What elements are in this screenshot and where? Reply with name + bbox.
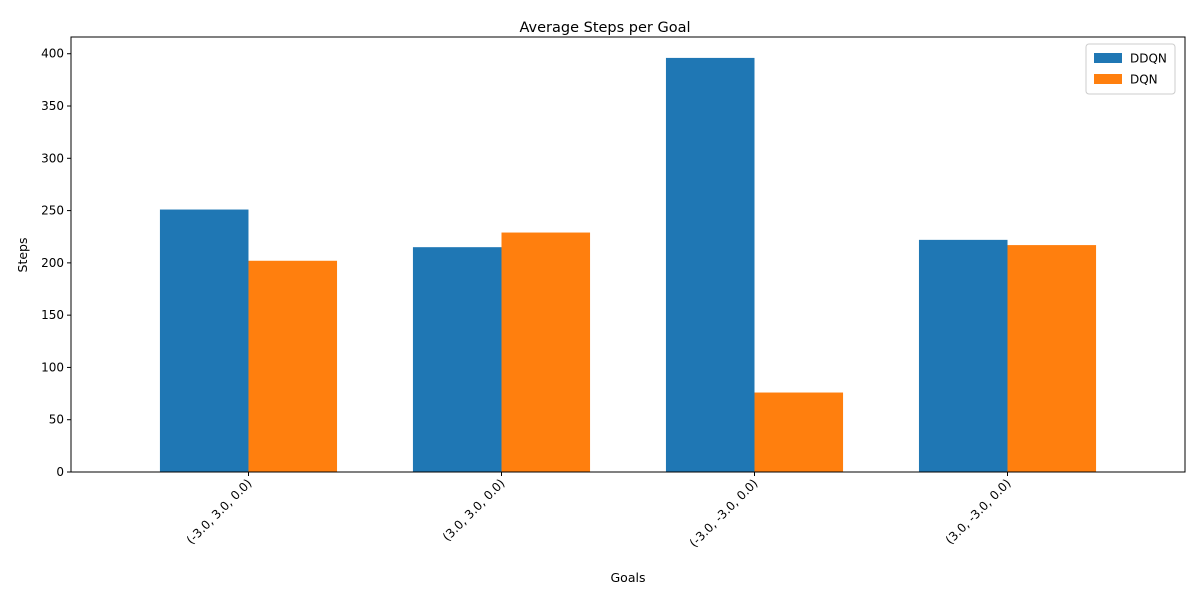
y-tick-label: 50: [49, 413, 64, 427]
x-tick-label: (-3.0, -3.0, 0.0): [687, 476, 761, 550]
y-tick-label: 200: [41, 256, 64, 270]
chart-title: Average Steps per Goal: [519, 20, 690, 36]
x-tick-label: (-3.0, 3.0, 0.0): [184, 476, 255, 547]
x-tick-label: (3.0, 3.0, 0.0): [440, 476, 508, 544]
y-tick-label: 100: [41, 360, 64, 374]
y-tick-label: 150: [41, 308, 64, 322]
plot-area: 0 50 100 150 200 250 300 350 400 (-3.0, 3.0, 0.0)…: [41, 36, 1186, 550]
y-tick-label: 400: [41, 47, 64, 61]
bar-ddqn-2: [665, 57, 755, 472]
bar-dqn-0: [248, 260, 338, 472]
bar-dqn-2: [754, 392, 844, 472]
plot-frame: [70, 36, 1186, 473]
legend-label-ddqn: DDQN: [1130, 52, 1167, 66]
y-tick-label: 300: [41, 151, 64, 165]
y-tick-label: 0: [56, 465, 64, 479]
legend-swatch-ddqn: [1094, 53, 1122, 63]
y-tick-label: 350: [41, 99, 64, 113]
legend-label-dqn: DQN: [1130, 73, 1158, 87]
legend: DDQN DQN: [1085, 43, 1176, 95]
bar-ddqn-1: [412, 247, 502, 472]
x-tick-label: (3.0, -3.0, 0.0): [943, 476, 1014, 547]
bar-ddqn-3: [918, 239, 1008, 472]
legend-swatch-dqn: [1094, 74, 1122, 84]
x-axis-title: Goals: [611, 570, 646, 585]
y-tick-label: 250: [41, 204, 64, 218]
bar-dqn-1: [501, 232, 591, 472]
y-axis-title: Steps: [15, 238, 30, 273]
bar-dqn-3: [1007, 245, 1097, 472]
bar-ddqn-0: [159, 209, 249, 473]
